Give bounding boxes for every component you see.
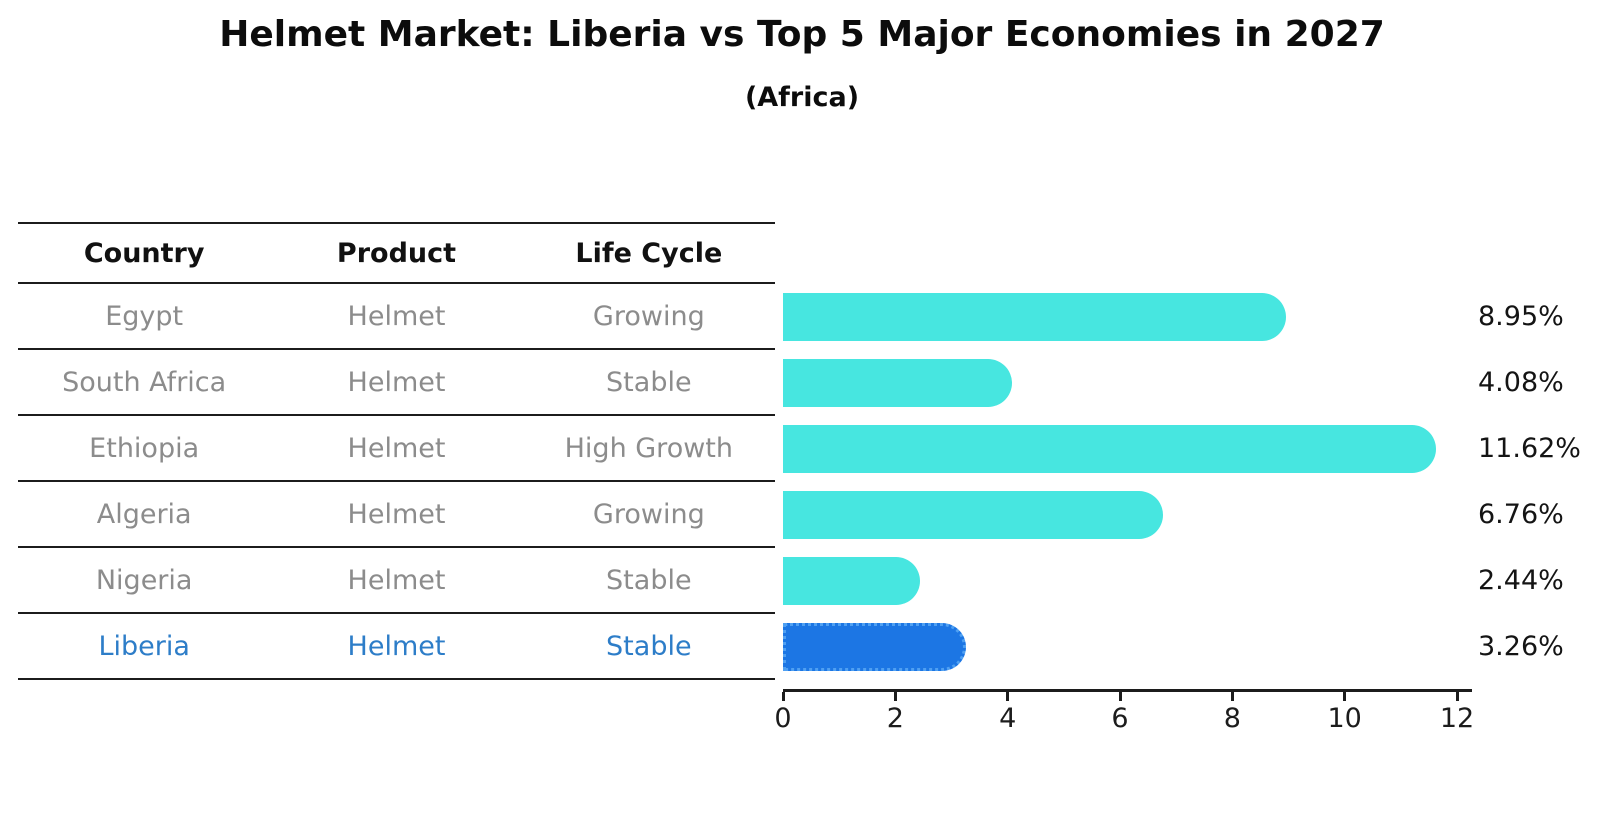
col-header-country: Country (83, 237, 205, 269)
cell-country: South Africa (62, 366, 227, 398)
x-axis-tick (1230, 692, 1234, 701)
bar-value-label: 2.44% (1478, 565, 1564, 596)
cell-country: Nigeria (95, 564, 193, 596)
table-row: Ethiopia Helmet High Growth (18, 416, 775, 482)
table-header-row: Country Product Life Cycle (18, 222, 775, 284)
cell-country: Egypt (105, 300, 184, 332)
cell-product: Helmet (347, 300, 446, 332)
x-axis-tick-label: 6 (1111, 703, 1129, 734)
cell-product: Helmet (347, 432, 446, 464)
bar-ethiopia (783, 425, 1436, 473)
cell-life-cycle: Growing (592, 498, 705, 530)
cell-life-cycle: Growing (592, 300, 705, 332)
cell-life-cycle: High Growth (564, 432, 733, 464)
x-axis-tick-label: 8 (1223, 703, 1241, 734)
table-row: Egypt Helmet Growing (18, 284, 775, 350)
col-header-product: Product (336, 237, 457, 269)
cell-country: Algeria (96, 498, 192, 530)
x-axis-tick (893, 692, 897, 701)
cell-product: Helmet (347, 498, 446, 530)
bar-value-label: 6.76% (1478, 499, 1564, 530)
bar-egypt (783, 293, 1286, 341)
bar-nigeria (783, 557, 921, 605)
x-axis-tick-label: 10 (1327, 703, 1362, 734)
x-axis-tick (1118, 692, 1122, 701)
table-body: Egypt Helmet Growing South Africa Helmet Stab… (18, 284, 775, 680)
cell-product: Helmet (347, 564, 446, 596)
data-table: Country Product Life Cycle Egypt Helmet Gr… (18, 222, 775, 680)
bar-algeria (783, 491, 1163, 539)
bar-liberia (783, 623, 967, 671)
x-axis-tick (781, 692, 785, 701)
x-axis-tick (1343, 692, 1347, 701)
bar-south-africa (783, 359, 1013, 407)
bar-value-label: 3.26% (1478, 631, 1564, 662)
x-axis-tick-label: 4 (999, 703, 1017, 734)
x-axis-tick-label: 2 (886, 703, 904, 734)
x-axis-tick-label: 0 (774, 703, 792, 734)
bar-value-label: 11.62% (1478, 433, 1581, 464)
x-axis-tick (1455, 692, 1459, 701)
table-row: Nigeria Helmet Stable (18, 548, 775, 614)
chart-title: Helmet Market: Liberia vs Top 5 Major Ec… (219, 14, 1385, 55)
cell-life-cycle: Stable (606, 630, 692, 662)
bar-value-label: 8.95% (1478, 301, 1564, 332)
cell-product: Helmet (347, 630, 446, 662)
x-axis-line (783, 689, 1472, 692)
table-row: Liberia Helmet Stable (18, 614, 775, 680)
chart-subtitle: (Africa) (744, 82, 860, 113)
table-row: Algeria Helmet Growing (18, 482, 775, 548)
cell-country: Ethiopia (89, 432, 200, 464)
col-header-life-cycle: Life Cycle (575, 237, 723, 269)
cell-product: Helmet (347, 366, 446, 398)
x-axis-tick (1006, 692, 1010, 701)
cell-life-cycle: Stable (606, 366, 692, 398)
cell-country: Liberia (98, 630, 190, 662)
cell-life-cycle: Stable (606, 564, 692, 596)
bar-value-label: 4.08% (1478, 367, 1564, 398)
x-axis-tick-label: 12 (1439, 703, 1475, 734)
table-row: South Africa Helmet Stable (18, 350, 775, 416)
